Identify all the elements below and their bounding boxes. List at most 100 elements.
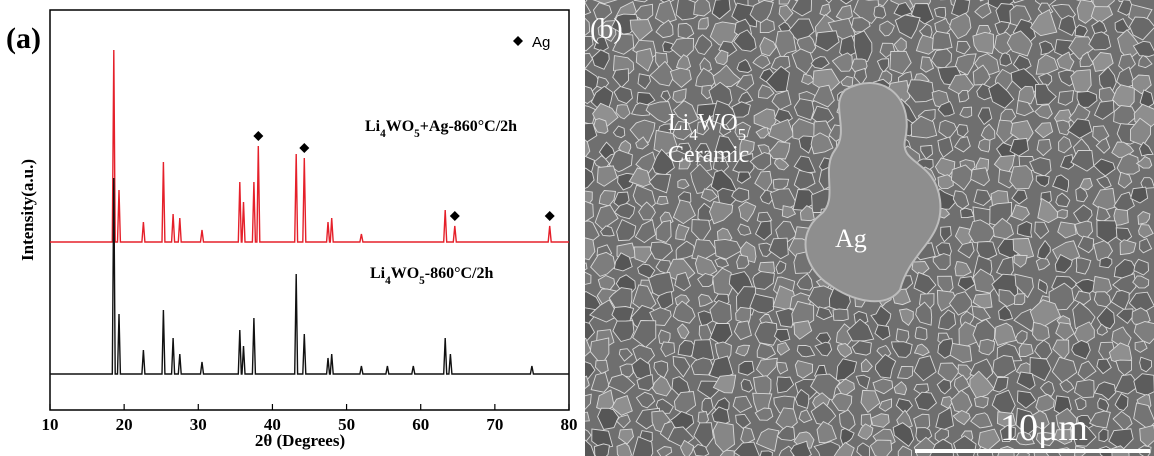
grain xyxy=(632,320,657,348)
grain xyxy=(1055,192,1071,208)
grain xyxy=(672,199,696,225)
grain xyxy=(655,398,674,414)
grain xyxy=(1078,177,1093,191)
grain xyxy=(1099,256,1113,269)
grain xyxy=(615,414,631,429)
sem-overlay: (b) Li4WO5 Ceramic Ag 10μm xyxy=(590,14,1150,453)
grain xyxy=(798,409,813,424)
grain xyxy=(693,0,712,17)
grain xyxy=(978,338,996,356)
grain xyxy=(992,355,1017,378)
grain xyxy=(1069,421,1097,447)
grain xyxy=(890,341,913,358)
grain xyxy=(816,421,837,444)
grain xyxy=(906,79,935,103)
grain xyxy=(914,326,928,341)
ag-marker xyxy=(253,131,264,141)
grain xyxy=(1029,357,1052,382)
grain xyxy=(693,422,714,450)
grain xyxy=(1034,221,1050,240)
grain xyxy=(1116,308,1134,325)
grain xyxy=(796,273,813,291)
grain xyxy=(954,53,977,76)
grain xyxy=(1088,410,1111,429)
grain xyxy=(1134,340,1148,353)
grain xyxy=(979,0,985,2)
grain xyxy=(752,54,771,70)
grain xyxy=(953,136,971,153)
grain xyxy=(874,353,897,379)
grain xyxy=(1132,275,1150,289)
grain xyxy=(585,139,591,159)
grain xyxy=(976,241,998,261)
grain xyxy=(1037,278,1048,295)
grain xyxy=(972,31,994,55)
grain xyxy=(1138,224,1154,239)
grain xyxy=(869,439,893,456)
grain xyxy=(701,397,714,416)
grain xyxy=(596,165,618,187)
grain xyxy=(956,124,969,138)
grain xyxy=(585,429,592,444)
grain xyxy=(910,115,938,139)
grain xyxy=(893,381,907,396)
grain xyxy=(935,406,955,430)
xrd-pattern xyxy=(50,49,569,243)
grain xyxy=(1076,0,1101,24)
grain xyxy=(632,436,654,456)
grain xyxy=(675,142,692,156)
grain xyxy=(957,364,975,381)
grain xyxy=(669,67,692,88)
grain xyxy=(1133,321,1154,345)
grain xyxy=(756,342,776,360)
grain xyxy=(999,52,1013,67)
grain xyxy=(672,120,693,141)
grain xyxy=(898,308,914,327)
grain xyxy=(712,374,737,394)
grain xyxy=(733,320,752,341)
grain xyxy=(931,30,953,50)
grain xyxy=(1139,356,1153,373)
grain xyxy=(1060,154,1074,170)
grain xyxy=(599,225,615,237)
grain xyxy=(777,341,791,356)
grain xyxy=(656,291,674,311)
grain xyxy=(1073,379,1095,399)
grain xyxy=(617,172,635,191)
grain xyxy=(1116,153,1140,175)
grain xyxy=(656,446,673,456)
grain xyxy=(851,340,872,356)
grain xyxy=(768,118,795,143)
grain xyxy=(1058,135,1072,154)
grain xyxy=(1054,253,1073,273)
grain xyxy=(846,318,875,342)
grain xyxy=(612,33,635,55)
x-axis-title: 2θ (Degrees) xyxy=(255,431,345,450)
grain xyxy=(937,309,957,331)
grain xyxy=(590,251,616,277)
grain xyxy=(874,324,891,341)
grain xyxy=(740,378,754,393)
grain xyxy=(974,2,992,19)
grain xyxy=(613,202,636,220)
grain xyxy=(1074,397,1087,410)
grain xyxy=(585,439,596,456)
panel-label: (b) xyxy=(590,14,623,45)
grain xyxy=(598,141,616,160)
grain xyxy=(1093,291,1112,308)
grain xyxy=(754,170,773,193)
grain xyxy=(940,396,954,409)
grain xyxy=(977,138,991,153)
grain xyxy=(812,84,835,108)
grain xyxy=(855,374,871,390)
grain xyxy=(759,450,773,456)
grain xyxy=(1093,381,1117,401)
grain xyxy=(677,179,690,190)
grain xyxy=(776,425,796,441)
grain xyxy=(1016,100,1035,117)
x-tick-label: 40 xyxy=(264,415,281,434)
grain xyxy=(588,299,619,323)
grain xyxy=(700,188,718,203)
grain xyxy=(775,30,797,60)
grain xyxy=(999,424,1016,443)
